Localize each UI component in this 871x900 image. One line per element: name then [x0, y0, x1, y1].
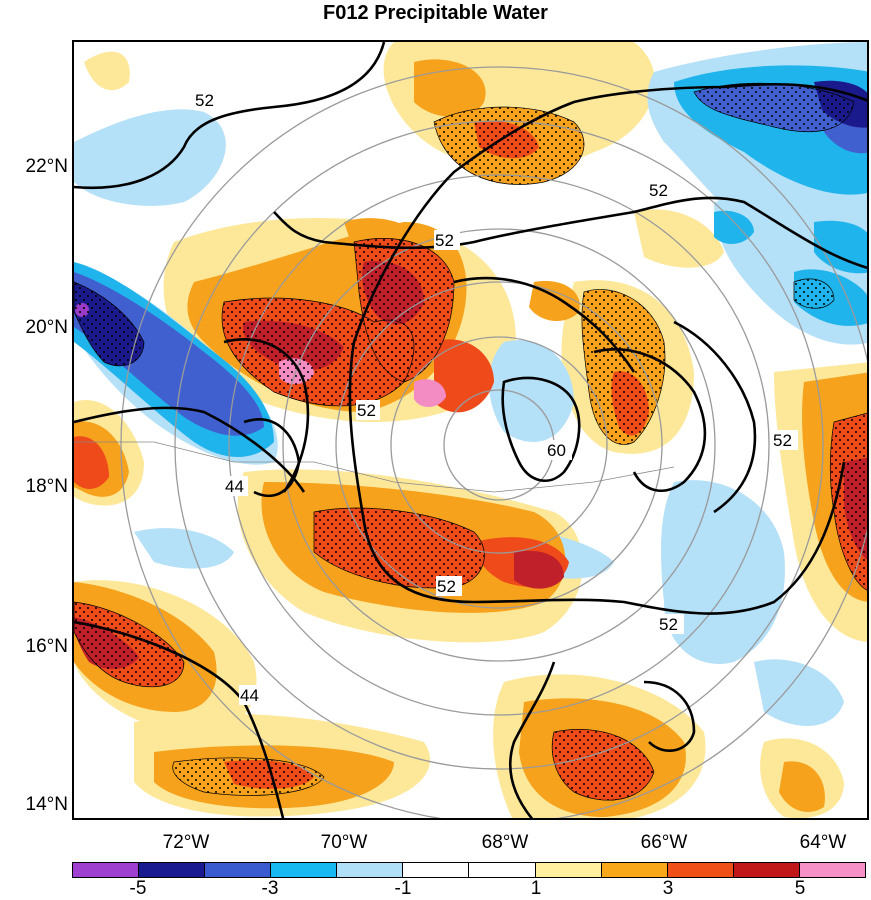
lat-label: 20°N: [25, 317, 68, 338]
colorbar: [72, 862, 866, 878]
colorbar-label: 3: [662, 878, 674, 899]
colorbar-label: -1: [394, 878, 412, 899]
colorbar-swatch: [535, 863, 602, 877]
map-title: F012 Precipitable Water: [323, 2, 548, 24]
contour-label: 44: [225, 477, 244, 496]
contour-label: 52: [649, 181, 668, 200]
lat-label: 18°N: [25, 476, 68, 497]
colorbar-label: -3: [261, 878, 279, 899]
lat-label: 14°N: [25, 794, 68, 815]
lon-label: 68°W: [481, 832, 529, 853]
contour-label: 52: [659, 615, 678, 634]
contour-labels: 52 52 52 52 52 52 60 44 44 52: [194, 89, 798, 705]
lon-label: 70°W: [320, 832, 368, 853]
colorbar-swatch: [601, 863, 668, 877]
lon-label: 72°W: [162, 832, 210, 853]
thin-grey-line: [74, 441, 675, 493]
lon-label: 66°W: [640, 832, 688, 853]
contour-label: 52: [435, 231, 454, 250]
lon-label: 64°W: [799, 832, 847, 853]
colorbar-label: -5: [129, 878, 147, 899]
lat-label: 22°N: [25, 156, 68, 177]
colorbar-swatch: [403, 863, 470, 877]
map-frame: 52 52 52 52 52 52 60 44 44 52: [72, 40, 869, 820]
map-plot: 52 52 52 52 52 52 60 44 44 52: [74, 42, 867, 818]
colorbar-swatch: [667, 863, 734, 877]
lat-label: 16°N: [25, 636, 68, 657]
stipple-regions: [74, 82, 867, 801]
colorbar-swatch: [73, 863, 140, 877]
contour-label: 52: [437, 577, 456, 596]
colorbar-swatch: [337, 863, 404, 877]
contour-label: 52: [195, 91, 214, 110]
contour-label: 52: [773, 431, 792, 450]
contour-label: 52: [357, 401, 376, 420]
colorbar-swatch: [139, 863, 206, 877]
colorbar-swatch: [799, 863, 865, 877]
colorbar-label: 1: [530, 878, 542, 899]
colorbar-swatch: [271, 863, 338, 877]
pw-contours: [74, 42, 867, 818]
range-rings: [120, 66, 867, 818]
colorbar-swatch: [469, 863, 536, 877]
colorbar-swatch: [205, 863, 272, 877]
contour-label: 60: [547, 441, 566, 460]
colorbar-swatch: [733, 863, 800, 877]
colorbar-label: 5: [794, 878, 806, 899]
contour-label: 44: [240, 686, 259, 705]
